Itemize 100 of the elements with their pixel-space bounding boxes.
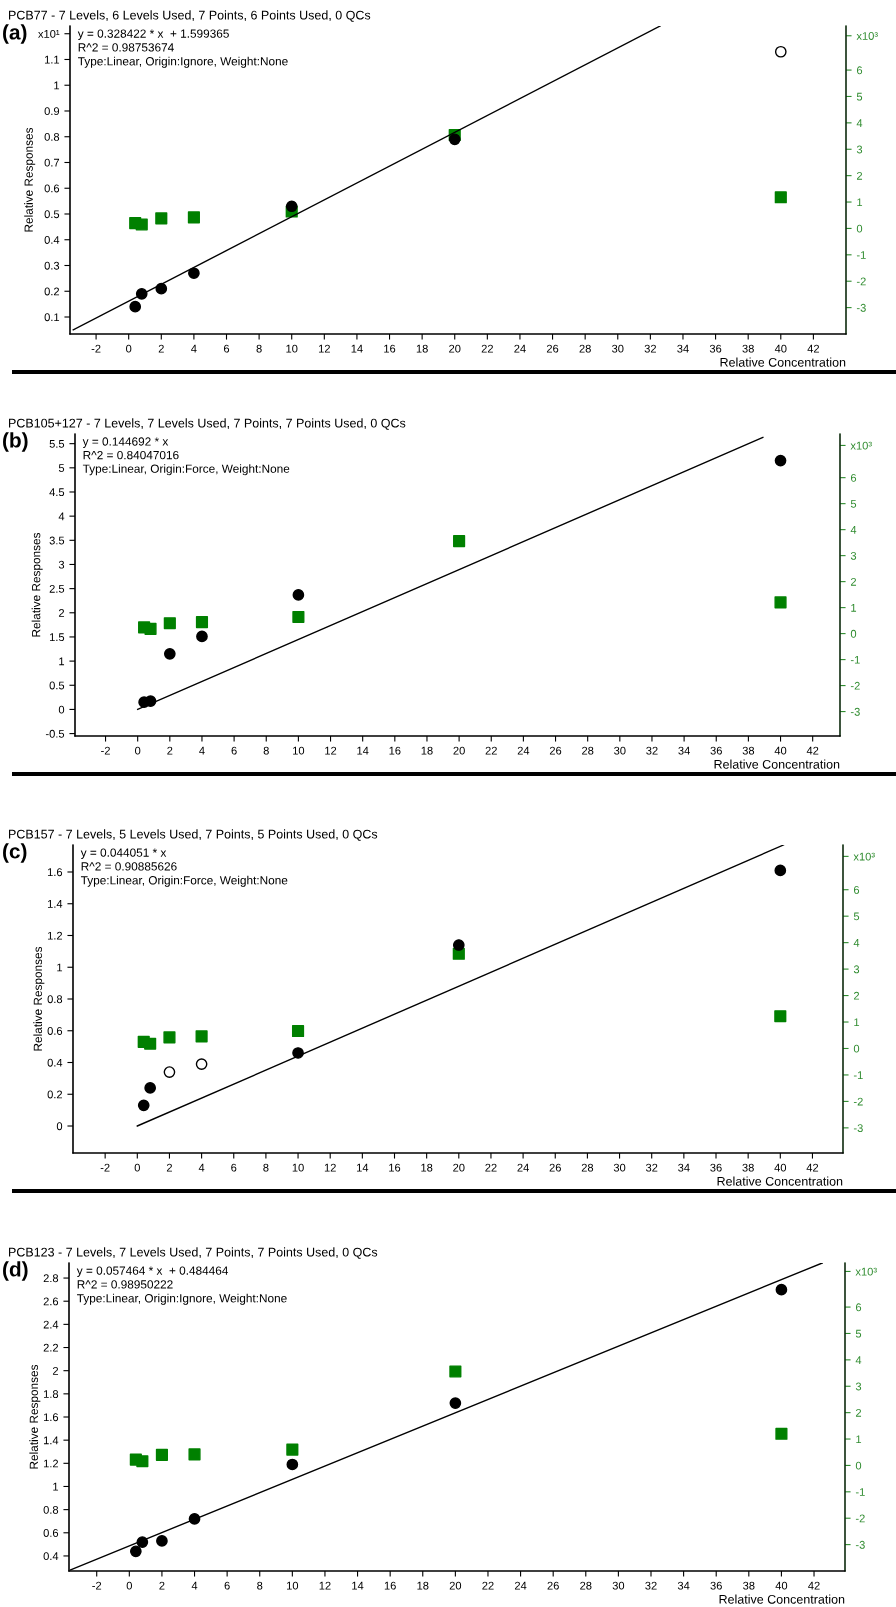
- y-tick-label: 2.6: [43, 1297, 59, 1306]
- y2-tick-label: -1: [856, 251, 866, 259]
- y-tick-label: 1.2: [43, 1459, 59, 1468]
- annotation: y = 0.044051 * x: [80, 848, 167, 860]
- x-axis-title: Relative Concentration: [719, 1594, 845, 1604]
- y-tick-label: 0.4: [47, 1058, 63, 1067]
- y-tick-label: 0.7: [44, 158, 60, 167]
- x-tick-label: 4: [199, 746, 205, 755]
- y-tick-label: 0.5: [44, 210, 60, 219]
- y2-tick-label: 3: [856, 145, 863, 154]
- x-axis-title: Relative Concentration: [717, 1176, 843, 1186]
- annotation: Type:Linear, Origin:Ignore, Weight:None: [78, 56, 288, 68]
- x-tick-label: 26: [549, 746, 562, 755]
- x-tick-label: 6: [224, 1581, 230, 1590]
- x-tick-label: 34: [677, 1581, 690, 1590]
- text: (b): [3, 432, 28, 452]
- y2-tick-label: 2: [853, 991, 860, 1000]
- x-tick-label: 22: [485, 1163, 497, 1172]
- x-tick-label: 12: [324, 1163, 336, 1172]
- y2-tick-label: -2: [856, 277, 866, 286]
- x-tick-label: 28: [581, 1163, 594, 1172]
- y2-tick-label: 3: [855, 1382, 862, 1391]
- y-tick-label: 1.2: [47, 931, 63, 940]
- y-tick-label: 1.1: [44, 55, 60, 64]
- x-tick-label: 0: [126, 344, 132, 353]
- y-tick-label: 1.4: [43, 1436, 59, 1445]
- x-tick-label: 32: [644, 344, 656, 353]
- y-tick-label: 2.5: [49, 584, 65, 593]
- y-tick-label: 0.2: [44, 287, 60, 296]
- x-tick-label: 36: [709, 344, 722, 353]
- x-tick-label: 0: [134, 1163, 140, 1172]
- y2-tick-label: 1: [857, 198, 863, 207]
- x-tick-label: 4: [198, 1163, 205, 1172]
- y-tick-label: 0.3: [44, 261, 60, 270]
- x-tick-label: 30: [612, 1581, 625, 1590]
- annotation: R^2 = 0.98950222: [77, 1280, 173, 1289]
- y2-tick-label: 5: [855, 1329, 862, 1338]
- x-tick-label: 20: [453, 1163, 465, 1172]
- y-tick-label: 1.5: [49, 633, 65, 642]
- y-tick-label: -0.5: [45, 729, 65, 738]
- y-tick-label: 3: [58, 560, 65, 569]
- y-tick-label: 0.9: [44, 107, 60, 116]
- x-tick-label: 10: [293, 746, 305, 755]
- y-tick-label: 0: [56, 1122, 63, 1131]
- x-tick-label: -2: [92, 1581, 102, 1590]
- y2-tick-label: 5: [850, 500, 857, 508]
- annotation: y = 0.144692 * x: [82, 437, 169, 449]
- x-tick-label: 10: [292, 1163, 304, 1172]
- y2-tick-label: 6: [853, 885, 860, 894]
- x-tick-label: 12: [325, 746, 337, 755]
- y-axis-title: Relative Responses: [33, 946, 45, 1051]
- x-tick-label: 6: [231, 1163, 237, 1172]
- annotation: Type:Linear, Origin:Ignore, Weight:None: [77, 1293, 287, 1305]
- annotation: Type:Linear, Origin:Force, Weight:None: [82, 464, 290, 476]
- x-tick-label: 0: [126, 1581, 132, 1590]
- y2-tick-label: x10³: [855, 1267, 877, 1276]
- y-tick-label: 0.8: [43, 1505, 59, 1514]
- chart-title: PCB123 - 7 Levels, 7 Levels Used, 7 Points, 7 Points Used, 0 QCs: [9, 1247, 378, 1259]
- x-tick-label: -2: [100, 1163, 110, 1172]
- x-tick-label: 24: [517, 746, 530, 755]
- y-tick-label: 0.4: [43, 1552, 59, 1561]
- x-tick-label: 40: [775, 1581, 788, 1590]
- y2-tick-label: 1: [856, 1435, 862, 1444]
- x-tick-label: 36: [710, 1581, 722, 1590]
- x-tick-label: 34: [677, 344, 689, 353]
- x-tick-label: 16: [384, 1581, 396, 1590]
- y2-tick-label: 0: [853, 1044, 860, 1053]
- y-tick-label: 1.6: [43, 1413, 59, 1422]
- x-tick-label: 8: [256, 344, 262, 353]
- x-tick-label: 40: [774, 344, 787, 353]
- y2-tick-label: 4: [850, 526, 857, 534]
- x-tick-label: 14: [357, 1163, 369, 1172]
- annotation: y = 0.328422 * x + 1.599365: [77, 29, 229, 41]
- y2-tick-label: -1: [853, 1071, 863, 1079]
- y-tick-label: 3.5: [49, 536, 65, 545]
- x-tick-label: 2: [167, 746, 173, 755]
- y-tick-label: 4.5: [49, 488, 65, 497]
- x-tick-label: -2: [91, 344, 101, 353]
- x-axis-title: Relative Concentration: [714, 759, 840, 769]
- y2-tick-label: 4: [853, 939, 860, 947]
- y-tick-label: 2: [52, 1366, 59, 1375]
- y2-tick-label: -2: [853, 1097, 863, 1106]
- y2-tick-label: 0: [856, 224, 863, 233]
- y2-tick-label: -3: [855, 1540, 865, 1549]
- x-tick-label: 20: [449, 344, 461, 353]
- y-axis-title: Relative Responses: [31, 532, 43, 637]
- x-tick-label: 42: [807, 344, 820, 353]
- y2-tick-label: 5: [856, 92, 863, 101]
- x-tick-label: 2: [158, 344, 164, 353]
- x-tick-label: -2: [101, 746, 110, 755]
- y-tick-label: 2.8: [43, 1274, 59, 1283]
- y2-tick-label: 2: [856, 171, 863, 180]
- x-tick-label: 20: [449, 1581, 462, 1590]
- text: (d): [3, 1261, 28, 1281]
- x-tick-label: 16: [389, 1163, 401, 1172]
- y2-tick-label: 4: [856, 119, 863, 127]
- x-tick-label: 36: [710, 1163, 722, 1172]
- text: (a): [3, 24, 27, 44]
- y-tick-label: 0.6: [47, 1027, 63, 1035]
- x-tick-label: 2: [166, 1163, 172, 1172]
